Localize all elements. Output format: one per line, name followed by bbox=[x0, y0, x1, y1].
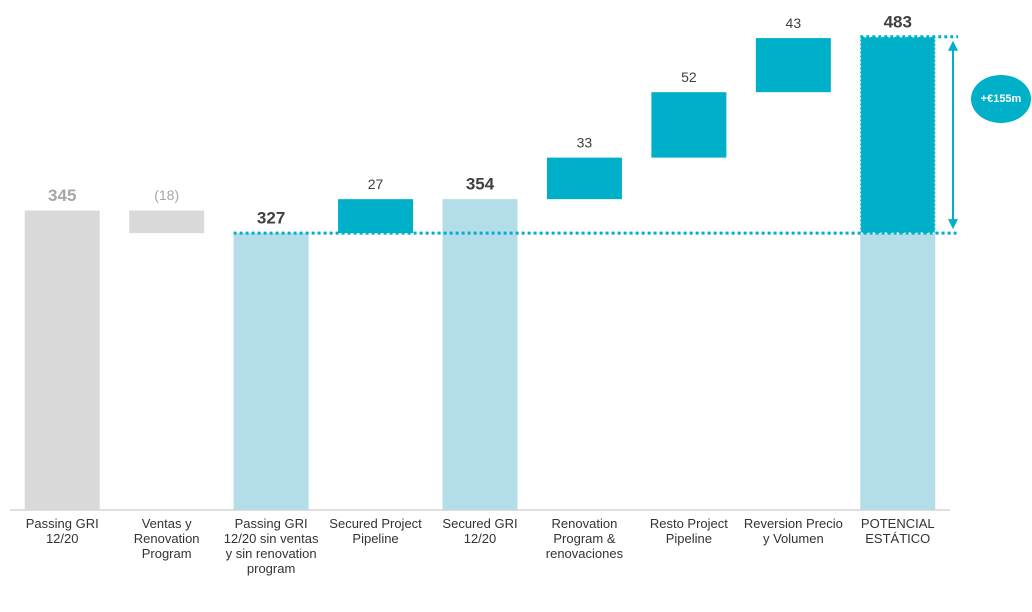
bar bbox=[651, 92, 727, 158]
x-tick-label: Reversion Precio y Volumen bbox=[743, 516, 843, 546]
arrow-head bbox=[948, 219, 958, 230]
bar bbox=[755, 38, 831, 93]
x-tick-label: Resto Project Pipeline bbox=[649, 516, 728, 546]
highlight-bar bbox=[859, 36, 937, 234]
value-label: 33 bbox=[577, 134, 593, 150]
value-label: 52 bbox=[681, 69, 697, 85]
bar bbox=[129, 210, 205, 234]
value-label: 345 bbox=[48, 186, 76, 205]
value-label: 483 bbox=[884, 12, 912, 31]
x-tick-label: Ventas y Renovation Program bbox=[133, 516, 200, 561]
value-label: 43 bbox=[786, 15, 802, 31]
bar bbox=[338, 199, 414, 234]
value-label: 354 bbox=[466, 175, 495, 194]
x-tick-label: Secured Project Pipeline bbox=[329, 516, 422, 546]
value-label: (18) bbox=[154, 187, 179, 203]
bar bbox=[233, 233, 309, 510]
x-tick-label: Passing GRI 12/20 sin ventas y sin renov… bbox=[223, 516, 319, 576]
x-tick-label: Secured GRI 12/20 bbox=[442, 516, 518, 546]
value-label: 27 bbox=[368, 176, 384, 192]
arrow-head bbox=[948, 40, 958, 51]
bar bbox=[546, 157, 622, 200]
x-tick-label: Passing GRI 12/20 bbox=[25, 516, 99, 546]
annotation: +€155m bbox=[981, 93, 1022, 105]
bar bbox=[24, 210, 100, 511]
bar bbox=[442, 199, 518, 510]
x-tick-label: POTENCIAL ESTÁTICO bbox=[860, 516, 935, 546]
annotation-bubble bbox=[971, 74, 1031, 123]
value-label: 327 bbox=[257, 209, 285, 228]
x-tick-label: Renovation Program & renovaciones bbox=[545, 516, 624, 561]
